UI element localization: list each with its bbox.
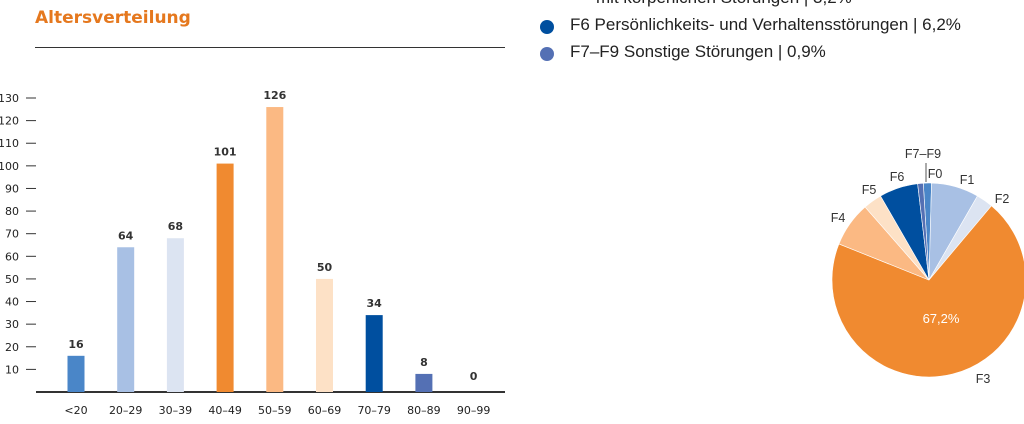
x-tick-label: 50–59 [258, 404, 292, 417]
y-tick-label: 70 [5, 228, 19, 241]
pie-center-label: 67,2% [923, 311, 960, 326]
x-tick-label: 20–29 [109, 404, 143, 417]
pie-label: F6 [890, 170, 905, 184]
chart-title: Altersverteilung [35, 8, 191, 28]
pie-label: F7–F9 [905, 147, 941, 161]
legend-item-f5-continued: mit körperlichen Störungen | 3,2% [540, 0, 1024, 15]
bar-5 [316, 278, 333, 392]
y-tick-label: 80 [5, 205, 19, 218]
bar-value-label: 68 [168, 220, 183, 233]
x-tick-label: 30–39 [159, 404, 193, 417]
y-tick-label: 120 [0, 115, 19, 128]
x-tick-label: 80–89 [407, 404, 441, 417]
bar-value-label: 101 [214, 146, 237, 159]
bar-3 [216, 163, 234, 392]
diagnosis-legend: mit körperlichen Störungen | 3,2% F6 Per… [540, 0, 1024, 69]
y-tick-label: 40 [5, 296, 19, 309]
pie-label: F3 [976, 372, 991, 386]
legend-item-label: F7–F9 Sonstige Störungen | 0,9% [570, 42, 826, 61]
y-tick-label: 50 [5, 273, 19, 286]
bar-value-label: 8 [420, 356, 428, 369]
pie-label: F5 [862, 183, 877, 197]
y-tick-label: 20 [5, 341, 19, 354]
y-tick-label: 30 [5, 318, 19, 331]
bar-1 [117, 247, 135, 392]
bar-6 [365, 315, 383, 392]
legend-color-dot-f7-f9 [540, 47, 554, 61]
age-bar-chart: 10203040506070809010011012013016<206420–… [0, 89, 505, 417]
y-tick-label: 100 [0, 160, 19, 173]
bar-7 [415, 373, 433, 392]
pie-label: F0 [928, 167, 943, 181]
x-tick-label: <20 [64, 404, 87, 417]
x-tick-label: 40–49 [208, 404, 242, 417]
pie-slice-f7-f9 [917, 182, 930, 281]
pie-label: F2 [995, 192, 1010, 206]
x-tick-label: 70–79 [357, 404, 391, 417]
pie-slice-f3 [831, 205, 1024, 378]
bar-value-label: 64 [118, 229, 134, 242]
bar-4 [266, 107, 284, 393]
legend-item-f6: F6 Persönlichkeits- und Verhaltensstörun… [540, 15, 1024, 42]
bar-value-label: 34 [367, 297, 383, 310]
legend-item-label: mit körperlichen Störungen | 3,2% [596, 0, 852, 8]
x-tick-label: 60–69 [308, 404, 342, 417]
pie-label: F4 [831, 211, 846, 225]
bar-2 [166, 238, 184, 392]
bar-value-label: 16 [68, 338, 84, 351]
y-tick-label: 60 [5, 250, 19, 263]
title-rule [35, 47, 505, 48]
y-tick-label: 90 [5, 182, 19, 195]
y-tick-label: 130 [0, 92, 19, 105]
bar-value-label: 126 [263, 89, 286, 102]
x-tick-label: 90–99 [457, 404, 491, 417]
legend-color-dot-f6 [540, 20, 554, 34]
legend-item-label: F6 Persönlichkeits- und Verhaltensstörun… [570, 15, 961, 34]
bar-value-label: 0 [470, 370, 478, 383]
pie-label: F1 [960, 173, 975, 187]
bar-value-label: 50 [317, 261, 333, 274]
y-tick-label: 10 [5, 363, 19, 376]
y-tick-label: 110 [0, 137, 19, 150]
bar-0 [67, 355, 85, 392]
legend-item-f7-f9: F7–F9 Sonstige Störungen | 0,9% [540, 42, 1024, 69]
